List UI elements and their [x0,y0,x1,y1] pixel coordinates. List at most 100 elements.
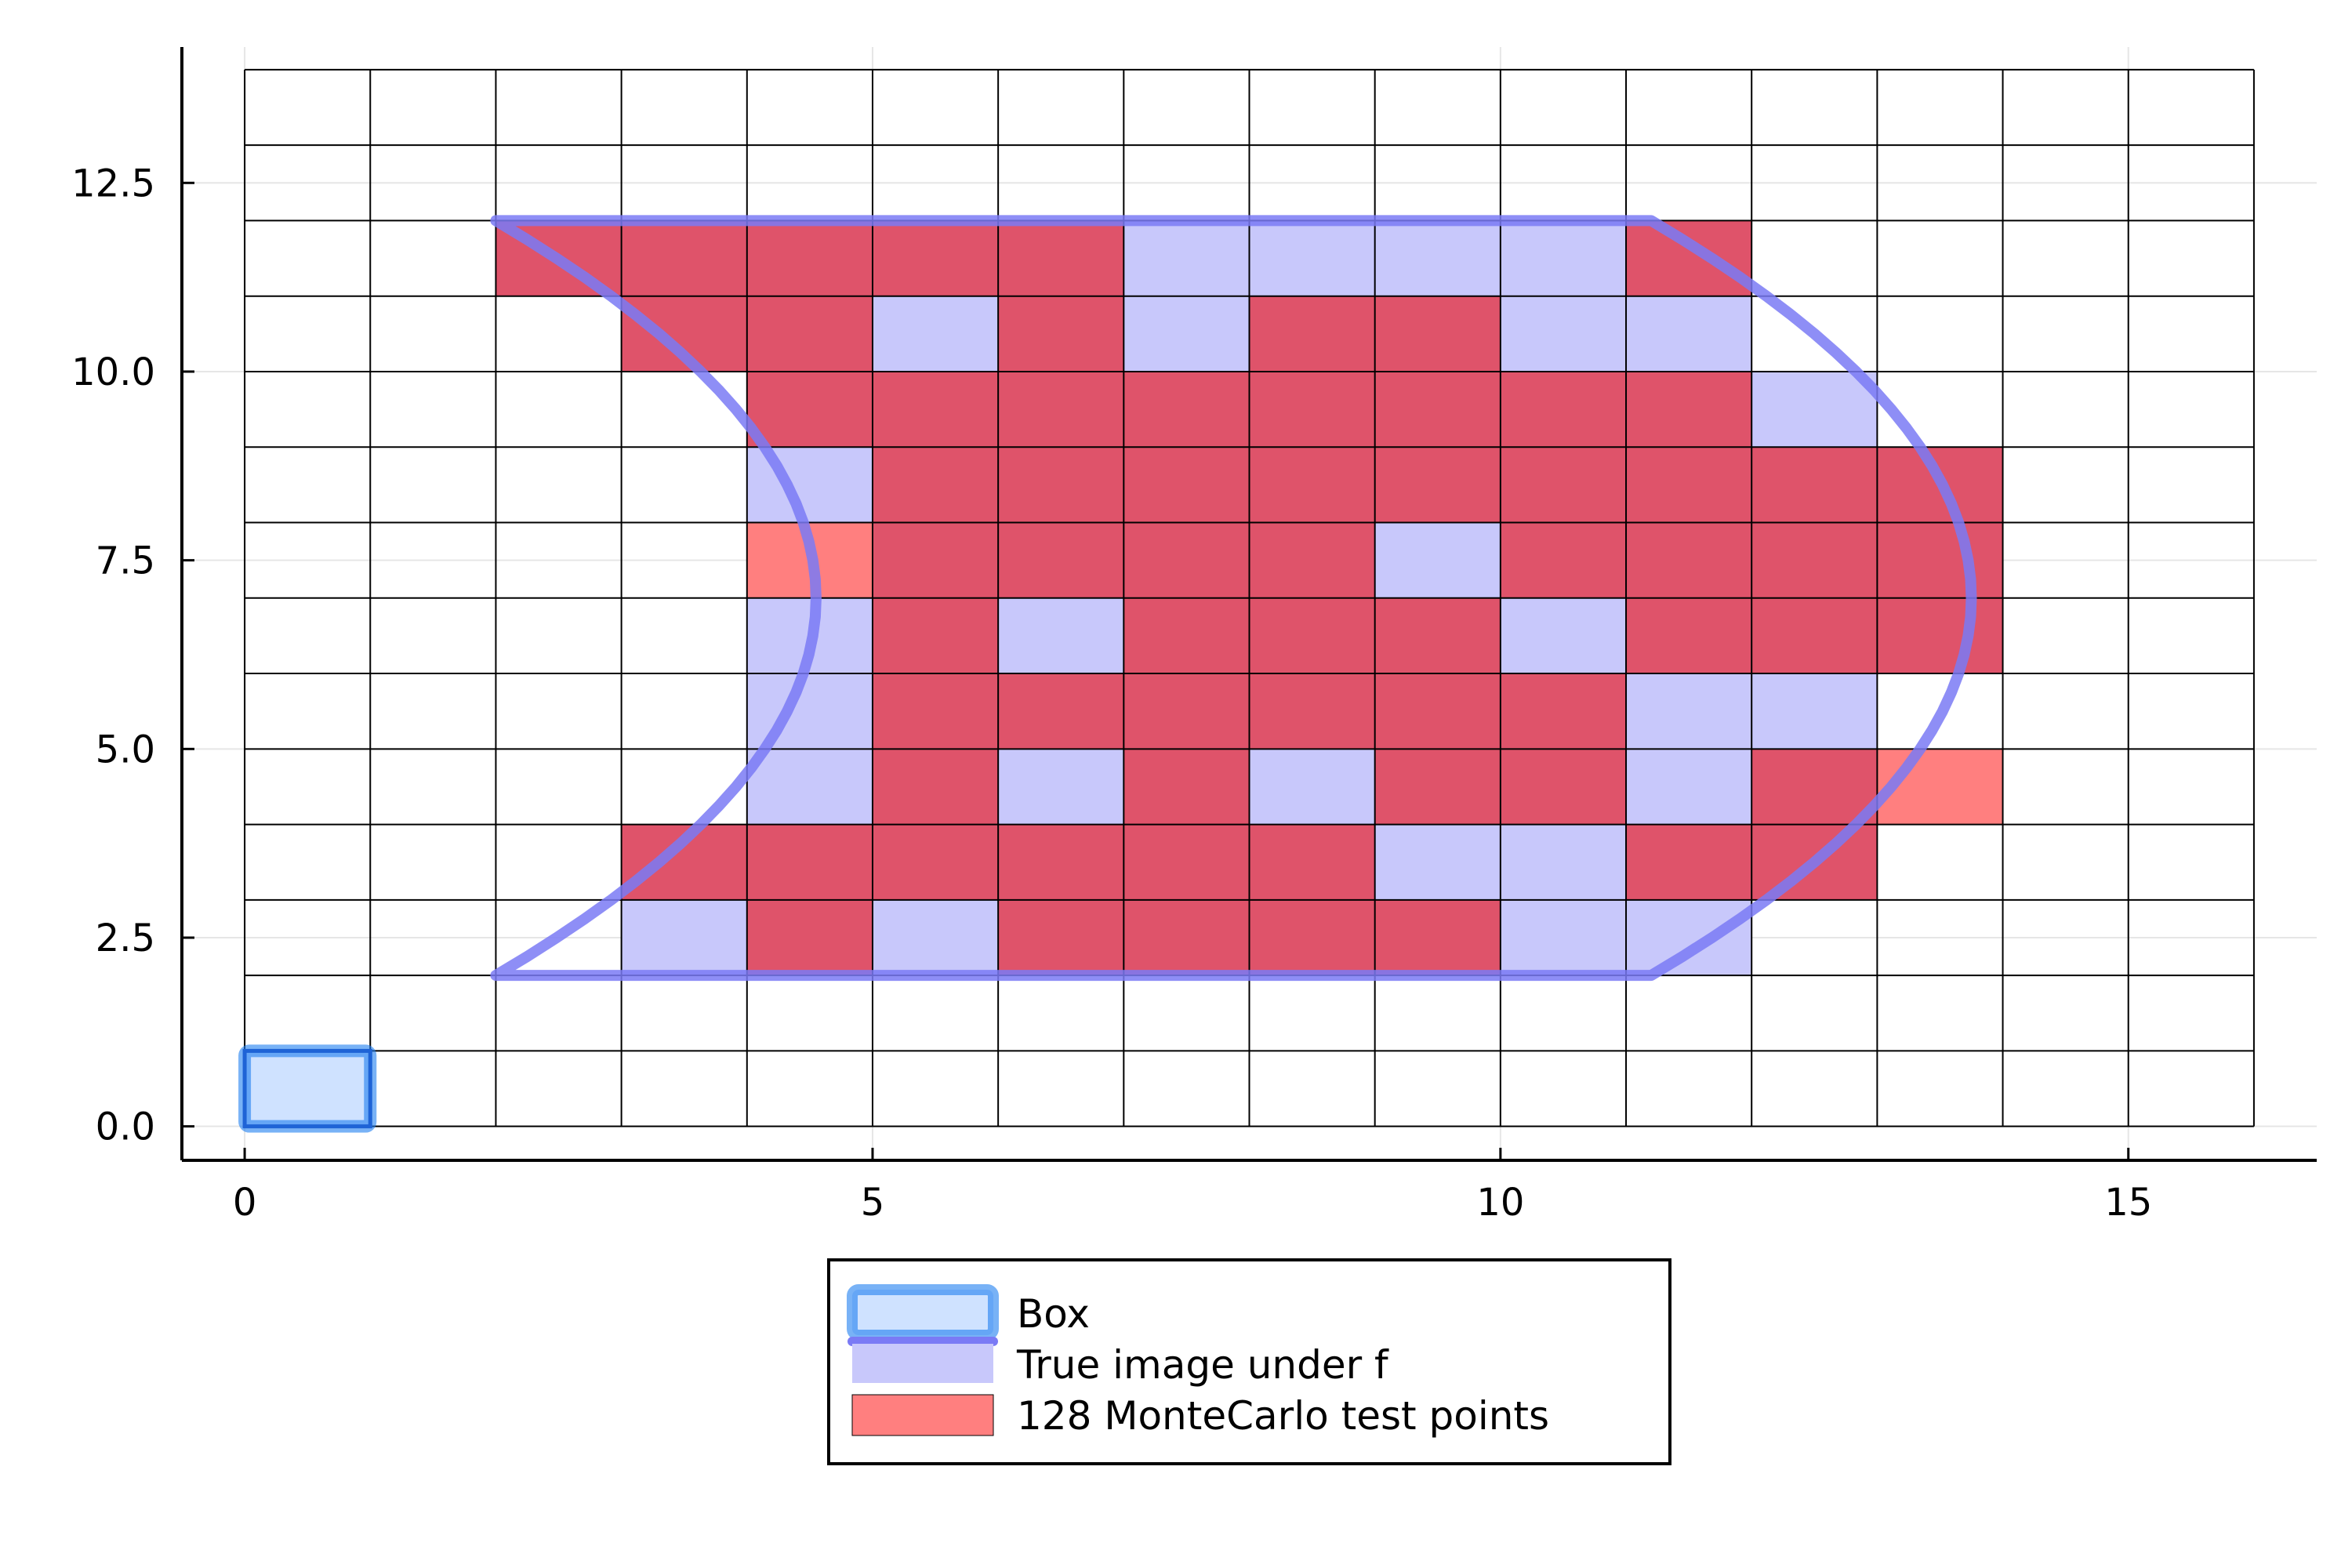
image-cell [1500,899,1627,976]
overlap-cell [1123,597,1250,674]
box-rect [238,1044,377,1133]
overlap-cell [1877,522,2003,598]
legend-box-swatch [847,1284,999,1341]
overlap-cell [1123,447,1250,523]
image-cell [1123,220,1250,296]
overlap-cell [746,899,873,976]
overlap-cell [1877,597,2003,674]
overlap-cell [1123,673,1250,750]
overlap-cell [1626,447,1752,523]
x-axis-ticks: 0 5 10 15 [233,1148,2152,1225]
image-cell [998,597,1124,674]
box-inner-edge [242,1048,372,1129]
image-cell [1374,824,1501,900]
legend-mc-swatch [851,1394,994,1436]
overlap-cell [998,447,1124,523]
image-cell [1500,597,1627,674]
overlap-cell [1123,824,1250,900]
image-cell [621,899,747,976]
overlap-cell [746,220,873,296]
image-cell [1500,296,1627,372]
y-tick-label: 5.0 [96,728,155,771]
overlap-cell [746,296,873,372]
overlap-cell [1249,296,1375,372]
image-cell [1123,296,1250,372]
overlap-cell [998,371,1124,448]
overlap-cell [746,824,873,900]
overlap-cell [1500,673,1627,750]
overlap-cell [998,522,1124,598]
overlap-cell [1249,447,1375,523]
y-tick-label: 12.5 [71,162,155,205]
image-cell [1626,749,1752,825]
overlap-cell [1751,522,1878,598]
overlap-cell [1249,371,1375,448]
overlap-cell [872,749,999,825]
overlap-cell [1626,824,1752,900]
overlap-cell [872,447,999,523]
overlap-cell [1500,522,1627,598]
overlap-cell [1374,673,1501,750]
overlap-cell [872,673,999,750]
overlap-cell [1751,749,1878,825]
image-cell [1626,899,1752,976]
overlap-cell [1249,522,1375,598]
overlap-cell [998,296,1124,372]
image-cell [872,899,999,976]
image-cell [1751,673,1878,750]
overlap-cell [1374,899,1501,976]
overlap-cell [998,673,1124,750]
overlap-cell [1500,749,1627,825]
overlap-cell [1374,749,1501,825]
image-cell [1751,371,1878,448]
x-tick-label: 0 [233,1181,257,1225]
legend-label: True image under f [1016,1342,1389,1388]
true-image-cells [621,220,1878,976]
overlap-cell [1626,371,1752,448]
overlap-cell [1626,597,1752,674]
overlap-cell [1249,824,1375,900]
legend-label: Box [1017,1291,1090,1337]
y-tick-label: 2.5 [96,916,155,960]
montecarlo-cells [495,220,2003,976]
x-tick-label: 5 [861,1181,885,1225]
image-cell [746,749,873,825]
overlap-cell [872,371,999,448]
image-cell [998,749,1124,825]
overlap-cell [1123,899,1250,976]
y-tick-label: 0.0 [96,1105,155,1149]
overlap-cell [872,824,999,900]
image-cell [1626,673,1752,750]
image-cell [1374,220,1501,296]
overlap-cell [872,220,999,296]
legend: Box True image under f 128 MonteCarlo test… [827,1258,1671,1465]
legend-label: 128 MonteCarlo test points [1017,1393,1549,1439]
image-cell [1626,296,1752,372]
overlap-cell [1374,597,1501,674]
image-cell [1374,522,1501,598]
axes [180,47,2317,1162]
overlap-cell [998,899,1124,976]
overlap-cell [998,220,1124,296]
overlap-cell [1123,371,1250,448]
overlap-cell [872,522,999,598]
y-tick-label: 7.5 [96,539,155,583]
overlap-cell [1500,447,1627,523]
overlap-cell [1751,597,1878,674]
image-cell [872,296,999,372]
overlap-cell [1626,220,1752,296]
overlap-cell [1374,447,1501,523]
overlap-cell [872,597,999,674]
overlap-cell [1123,749,1250,825]
x-tick-label: 10 [1476,1181,1524,1225]
true-image-boundary [490,215,1977,982]
y-tick-label: 10.0 [71,350,155,394]
image-cell [1500,220,1627,296]
overlap-cell [1249,597,1375,674]
legend-image-swatch [852,1344,993,1383]
overlap-cell [1123,522,1250,598]
box-shape [238,1044,377,1133]
overlap-cell [1249,673,1375,750]
overlap-cell [1249,899,1375,976]
